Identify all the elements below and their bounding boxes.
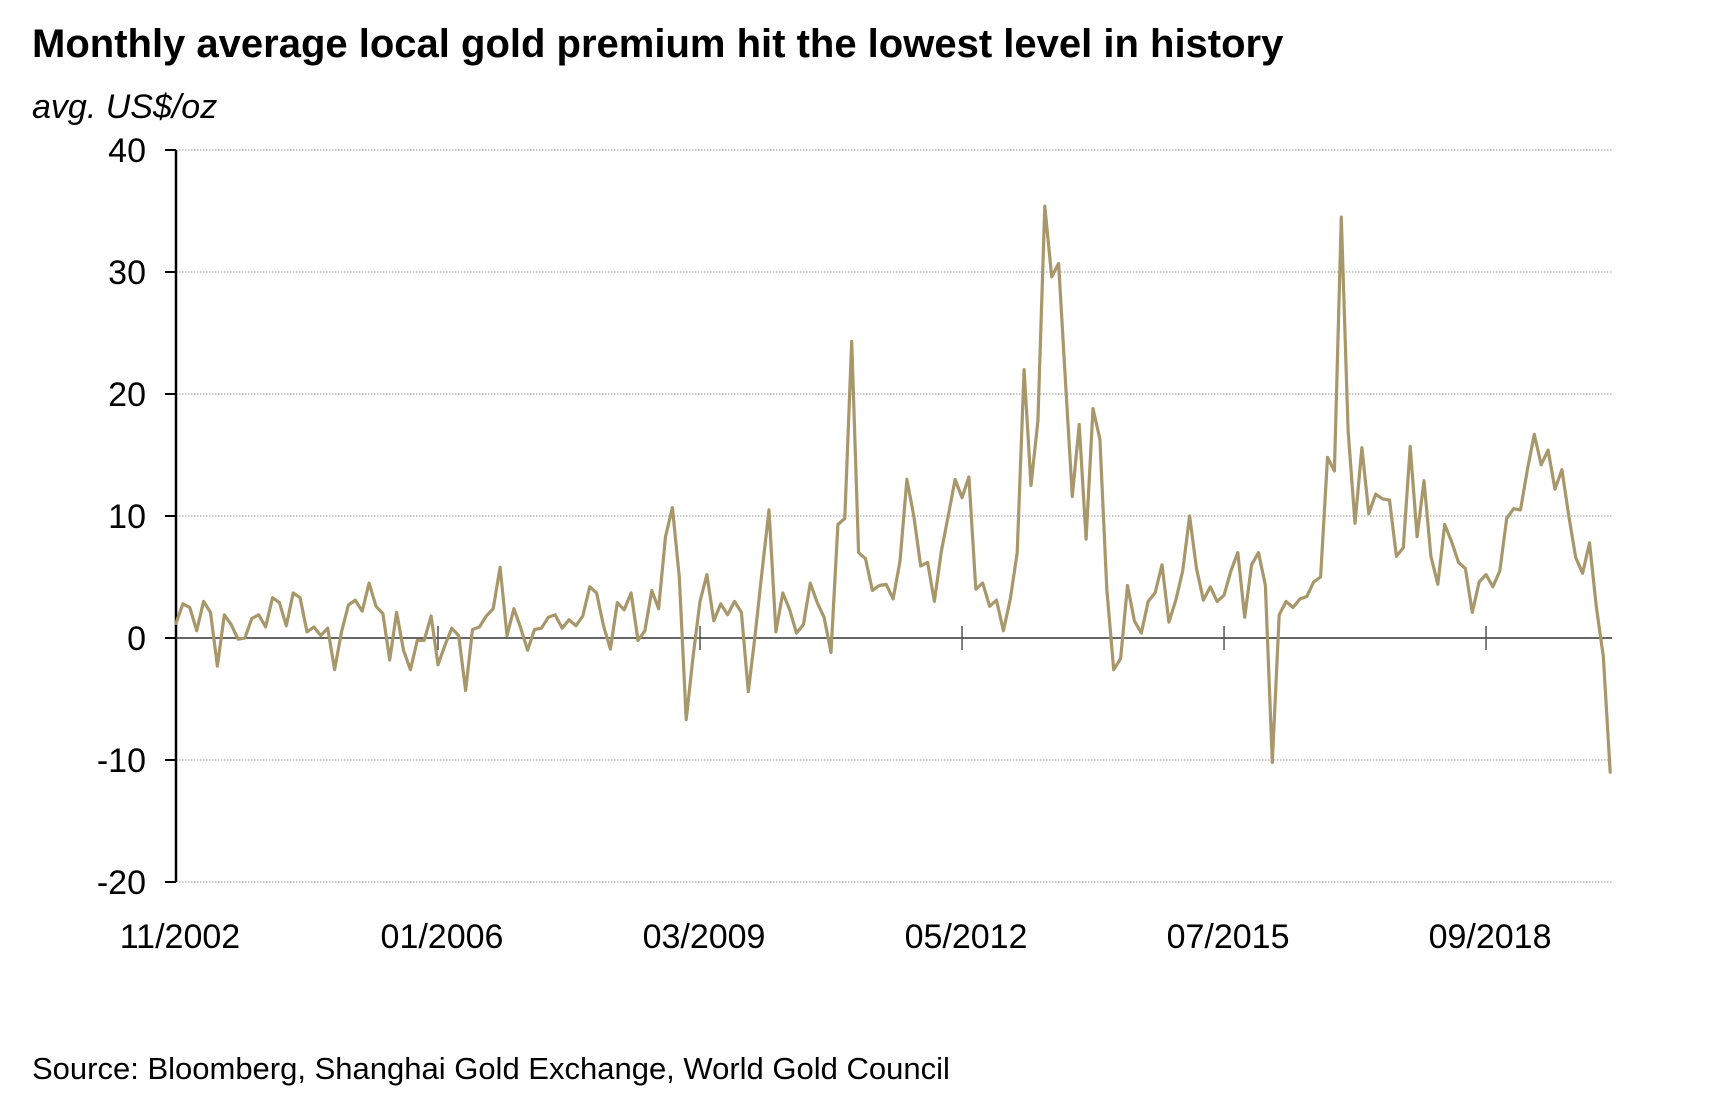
x-tick-label: 11/2002: [120, 918, 240, 956]
x-tick-label: 03/2009: [643, 918, 766, 956]
y-tick-label: 10: [108, 498, 146, 536]
y-tick-label: 0: [127, 620, 146, 658]
line-chart: 40 30 20 10 0 -10 -20 11/2002 01/2006 03/2009 05/…: [97, 132, 1612, 956]
y-tick-label: 20: [108, 376, 146, 414]
chart-title: Monthly average local gold premium hit t…: [32, 22, 1284, 66]
y-axis: 40 30 20 10 0 -10 -20: [97, 132, 178, 902]
y-tick-label: 40: [108, 132, 146, 170]
x-tick-label: 05/2012: [905, 918, 1028, 956]
x-tick-label: 09/2018: [1429, 918, 1552, 956]
series-group: [174, 204, 1612, 774]
source-note: Source: Bloomberg, Shanghai Gold Exchang…: [32, 1051, 950, 1086]
x-axis: 11/2002 01/2006 03/2009 05/2012 07/2015 09/20…: [120, 626, 1612, 956]
gridlines: [176, 149, 1612, 883]
y-axis-unit-label: avg. US$/oz: [32, 88, 218, 126]
y-tick-label: -20: [97, 864, 146, 902]
y-tick-label: -10: [97, 742, 146, 780]
series-line-0: [174, 204, 1612, 774]
x-tick-label: 07/2015: [1167, 918, 1290, 956]
x-tick-label: 01/2006: [381, 918, 504, 956]
y-tick-label: 30: [108, 254, 146, 292]
